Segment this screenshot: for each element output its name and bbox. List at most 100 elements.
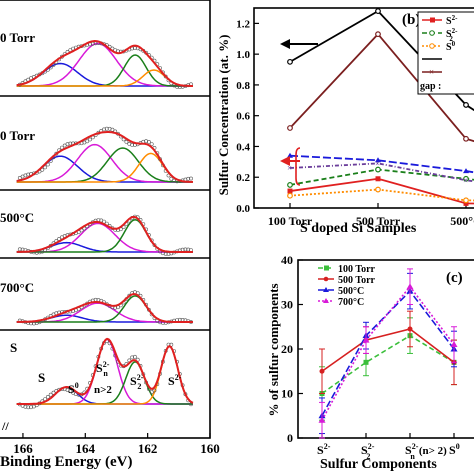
series-line bbox=[289, 154, 474, 174]
x-tick-label: 500°C bbox=[450, 214, 474, 228]
data-point bbox=[375, 8, 381, 14]
data-point bbox=[287, 182, 293, 188]
series-line bbox=[289, 168, 474, 186]
fit-envelope bbox=[16, 215, 193, 253]
y-tick-label: 0.0 bbox=[236, 203, 250, 215]
trace-label: 0 Torr bbox=[0, 128, 35, 143]
x-tick-label: 166 bbox=[13, 441, 33, 456]
x-tick-label: 100 Torr bbox=[268, 214, 313, 228]
y-tick-label: 30 bbox=[281, 298, 293, 312]
data-point: × bbox=[287, 163, 292, 173]
data-point bbox=[43, 165, 48, 170]
panel-label: (b) bbox=[402, 12, 420, 28]
data-point bbox=[48, 392, 53, 397]
data-point bbox=[132, 354, 137, 359]
data-point bbox=[189, 176, 193, 181]
legend-marker: × bbox=[429, 67, 434, 77]
fit-envelope bbox=[16, 39, 193, 87]
data-point bbox=[287, 188, 293, 194]
data-point bbox=[463, 197, 469, 204]
peak-label-n2: n>2 bbox=[94, 384, 112, 396]
x-tick-label: S2- bbox=[317, 442, 331, 457]
data-point bbox=[85, 139, 90, 144]
fit-peak-2 bbox=[16, 42, 193, 87]
data-point bbox=[318, 416, 326, 423]
trace-label: S bbox=[10, 340, 17, 355]
x-tick-label: S0 bbox=[449, 442, 460, 457]
data-point bbox=[375, 157, 381, 163]
arrow-total-head bbox=[280, 39, 290, 49]
fit-envelope bbox=[16, 131, 193, 183]
data-point bbox=[287, 58, 293, 65]
fit-envelope bbox=[16, 337, 194, 405]
legend-marker bbox=[430, 17, 435, 23]
trace-4: 700°C bbox=[0, 280, 193, 326]
panel-label: (c) bbox=[446, 270, 463, 286]
data-point bbox=[287, 152, 293, 158]
peak-label-sn: S2-n bbox=[96, 360, 110, 378]
data-point bbox=[463, 102, 469, 108]
x-axis-label: Binding Energy (eV) bbox=[0, 454, 133, 470]
x-axis-label: Sulfur Components bbox=[320, 457, 437, 472]
data-point bbox=[152, 243, 157, 248]
series-100-Torr bbox=[319, 317, 457, 421]
data-point bbox=[26, 172, 31, 177]
data-point bbox=[46, 394, 50, 399]
data-point: × bbox=[463, 175, 468, 185]
data-point: × bbox=[375, 158, 380, 168]
series-700-C bbox=[318, 268, 458, 439]
series-line bbox=[321, 285, 455, 421]
data-point bbox=[51, 390, 56, 395]
peak-label-s0: S0 bbox=[68, 381, 79, 396]
y-tick-label: 1.2 bbox=[236, 18, 250, 30]
data-point bbox=[186, 176, 191, 181]
y-tick-label: 0.2 bbox=[236, 172, 250, 184]
x-tick-label: 160 bbox=[200, 441, 220, 456]
series-line bbox=[289, 177, 474, 205]
data-point bbox=[287, 192, 293, 199]
data-point bbox=[463, 135, 469, 142]
y-axis-label: % of sulfur components bbox=[266, 283, 281, 416]
legend-marker bbox=[324, 265, 329, 271]
axis-break: // bbox=[1, 419, 9, 433]
peak-label-s2: S2- bbox=[168, 373, 182, 388]
panel-a-xaxis: 166 164 162 160 Binding Energy (eV) // bbox=[0, 419, 220, 470]
y-tick-label: 10 bbox=[281, 387, 293, 401]
data-point bbox=[104, 126, 109, 131]
fit-envelope bbox=[16, 292, 193, 323]
series-n-2-dashed: ×××× bbox=[287, 158, 474, 185]
y-tick-label: 0 bbox=[287, 431, 293, 445]
series-S22- bbox=[287, 166, 474, 188]
data-point bbox=[149, 142, 154, 147]
data-point bbox=[375, 166, 381, 173]
x-axis-label: S doped Si Samples bbox=[300, 221, 417, 236]
y-axis-label: Sulfur Concentration (at. %) bbox=[216, 35, 231, 196]
panel-b-frame bbox=[253, 7, 474, 209]
legend-label: gap : bbox=[420, 81, 441, 92]
data-point bbox=[46, 162, 50, 167]
trace-5: S bbox=[10, 337, 194, 410]
data-point bbox=[110, 127, 115, 132]
data-point bbox=[68, 389, 73, 394]
series-Sn2- bbox=[287, 152, 474, 174]
data-point bbox=[375, 186, 381, 193]
legend-marker bbox=[323, 276, 329, 282]
series-S2- bbox=[287, 176, 474, 206]
panel-a: 0 Torr 0 Torr 500°C 700°C S S S0 S2-n n>2 S2-2 S2-… bbox=[0, 0, 220, 470]
data-point bbox=[375, 31, 381, 38]
legend-label: 100 Torr bbox=[338, 264, 376, 275]
y-tick-label: 0.4 bbox=[236, 141, 250, 153]
y-tick-label: 0.8 bbox=[236, 80, 250, 92]
fit-peak-2 bbox=[16, 222, 193, 253]
peak-labels: S S0 S2-n n>2 S2-2 S2- bbox=[38, 360, 182, 396]
legend-label: 500 Torr bbox=[338, 275, 376, 286]
data-point bbox=[40, 167, 45, 172]
data-point bbox=[152, 388, 157, 393]
trace-1: 0 Torr bbox=[0, 30, 193, 90]
y-tick-label: 40 bbox=[281, 253, 293, 267]
data-point bbox=[88, 137, 92, 142]
legend-marker bbox=[429, 30, 435, 36]
data-point bbox=[183, 247, 188, 252]
data-point bbox=[23, 404, 28, 409]
